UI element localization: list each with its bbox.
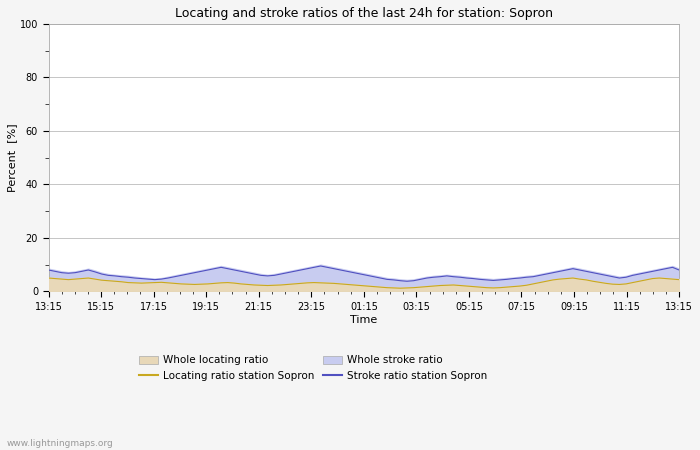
Title: Locating and stroke ratios of the last 24h for station: Sopron: Locating and stroke ratios of the last 2… bbox=[175, 7, 553, 20]
Text: www.lightningmaps.org: www.lightningmaps.org bbox=[7, 439, 113, 448]
Y-axis label: Percent  [%]: Percent [%] bbox=[7, 123, 17, 192]
Legend: Whole locating ratio, Locating ratio station Sopron, Whole stroke ratio, Stroke : Whole locating ratio, Locating ratio sta… bbox=[139, 356, 487, 381]
X-axis label: Time: Time bbox=[350, 315, 377, 324]
